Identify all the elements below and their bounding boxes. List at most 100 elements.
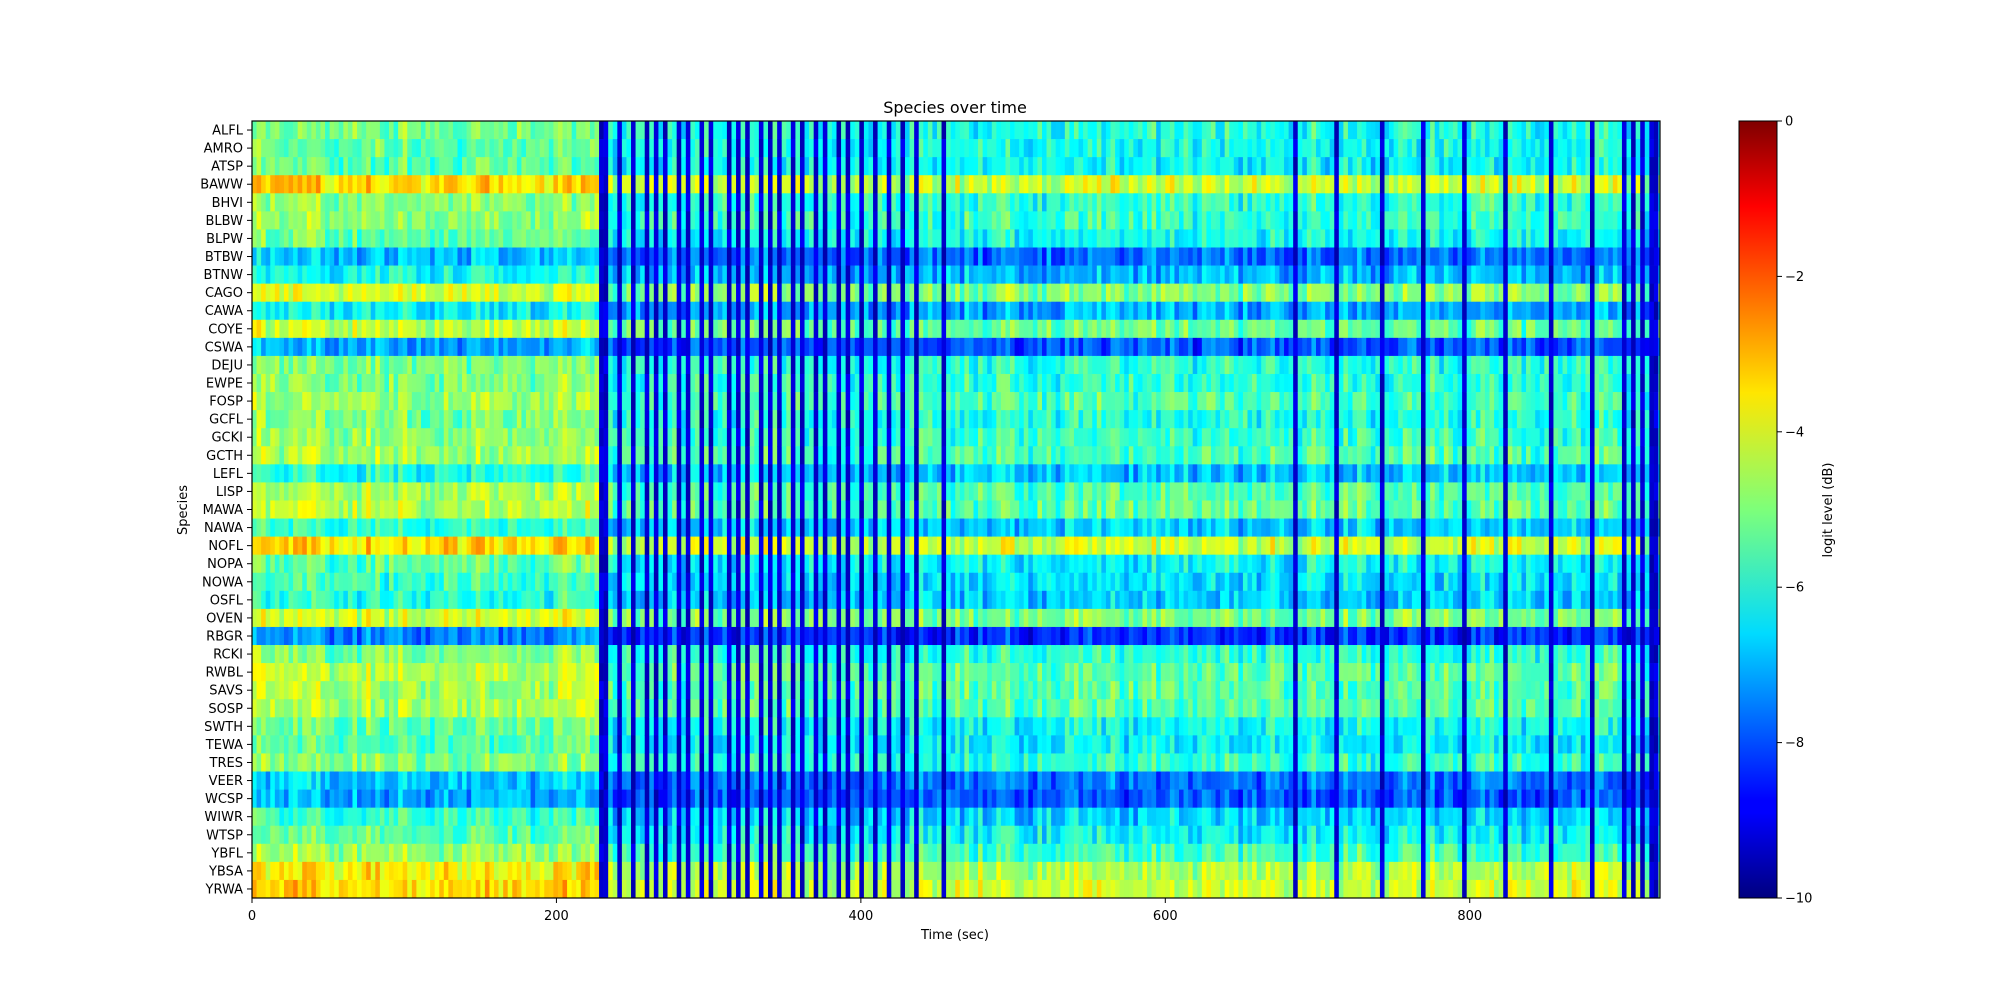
heatmap-cell	[388, 265, 394, 284]
heatmap-cell	[311, 572, 317, 592]
heatmap-cell	[726, 753, 732, 772]
heatmap-cell	[585, 301, 591, 321]
heatmap-cell	[366, 464, 372, 483]
heatmap-cell	[384, 645, 390, 664]
heatmap-cell	[503, 861, 509, 881]
heatmap-cell	[288, 825, 294, 845]
heatmap-cell	[480, 337, 486, 357]
heatmap-cell	[361, 265, 367, 284]
heatmap-cell	[274, 681, 280, 700]
heatmap-cell	[366, 392, 372, 411]
heatmap-cell	[402, 301, 408, 321]
heatmap-cell	[452, 554, 458, 574]
heatmap-cell	[256, 175, 262, 194]
heatmap-cell	[357, 861, 362, 881]
heatmap-cell	[407, 608, 413, 628]
heatmap-cell	[603, 861, 609, 881]
heatmap-cell	[644, 789, 650, 808]
heatmap-cell	[553, 626, 559, 646]
heatmap-cell	[736, 319, 741, 339]
heatmap-cell	[320, 337, 326, 357]
heatmap-cell	[352, 825, 358, 845]
heatmap-cell	[644, 771, 650, 790]
heatmap-cell	[685, 843, 691, 863]
heatmap-cell	[398, 464, 404, 483]
heatmap-cell	[562, 319, 568, 339]
heatmap-cell	[717, 373, 723, 393]
heatmap-cell	[736, 482, 741, 501]
heatmap-cell	[512, 717, 518, 736]
heatmap-cell	[539, 735, 545, 754]
heatmap-cell	[315, 663, 321, 682]
heatmap-cell	[608, 410, 614, 429]
heatmap-cell	[274, 843, 280, 863]
heatmap-cell	[539, 211, 545, 230]
heatmap-cell	[525, 663, 531, 682]
heatmap-cell	[649, 392, 655, 411]
heatmap-cell	[617, 500, 623, 519]
heatmap-cell	[658, 518, 664, 537]
heatmap-cell	[347, 283, 353, 303]
heatmap-cell	[302, 265, 308, 284]
heatmap-cell	[731, 518, 737, 537]
heatmap-cell	[375, 211, 381, 230]
heatmap-cell	[439, 681, 445, 700]
heatmap-cell	[384, 735, 390, 754]
heatmap-cell	[525, 428, 531, 447]
heatmap-cell	[302, 608, 308, 628]
heatmap-cell	[489, 699, 495, 718]
heatmap-cell	[516, 572, 522, 592]
heatmap-cell	[407, 518, 413, 537]
heatmap-cell	[475, 410, 481, 429]
heatmap-cell	[731, 536, 737, 556]
heatmap-cell	[717, 319, 723, 339]
heatmap-cell	[448, 590, 454, 610]
heatmap-cell	[644, 175, 650, 194]
heatmap-cell	[443, 608, 449, 628]
heatmap-cell	[416, 681, 422, 700]
heatmap-cell	[603, 645, 609, 664]
heatmap-cell	[375, 373, 381, 393]
heatmap-cell	[439, 825, 445, 845]
heatmap-cell	[676, 843, 682, 863]
heatmap-cell	[676, 283, 682, 303]
heatmap-cell	[635, 663, 641, 682]
heatmap-cell	[690, 211, 696, 230]
heatmap-cell	[402, 337, 408, 357]
heatmap-cell	[612, 428, 618, 447]
heatmap-cell	[297, 121, 303, 140]
heatmap-cell	[261, 843, 267, 863]
heatmap-cell	[576, 139, 582, 158]
heatmap-cell	[704, 807, 709, 827]
heatmap-cell	[768, 265, 773, 284]
heatmap-cell	[379, 681, 385, 700]
heatmap-cell	[325, 337, 330, 357]
heatmap-cell	[745, 645, 751, 664]
heatmap-cell	[297, 645, 303, 664]
heatmap-cell	[553, 265, 559, 284]
heatmap-cell	[347, 229, 353, 248]
heatmap-cell	[694, 319, 700, 339]
heatmap-cell	[315, 139, 321, 158]
heatmap-cell	[667, 807, 673, 827]
heatmap-cell	[621, 373, 627, 393]
heatmap-cell	[320, 626, 326, 646]
heatmap-cell	[283, 879, 289, 899]
heatmap-cell	[553, 645, 559, 664]
heatmap-cell	[325, 681, 330, 700]
heatmap-cell	[366, 663, 372, 682]
heatmap-cell	[726, 608, 732, 628]
heatmap-cell	[370, 373, 376, 393]
heatmap-cell	[462, 717, 467, 736]
heatmap-cell	[608, 536, 614, 556]
heatmap-cell	[544, 825, 550, 845]
heatmap-cell	[525, 626, 531, 646]
heatmap-cell	[457, 337, 463, 357]
heatmap-cell	[667, 283, 673, 303]
heatmap-cell	[662, 735, 668, 754]
heatmap-cell	[599, 608, 604, 628]
heatmap-cell	[288, 717, 294, 736]
heatmap-cell	[279, 373, 285, 393]
heatmap-cell	[416, 879, 422, 899]
heatmap-cell	[763, 355, 769, 375]
